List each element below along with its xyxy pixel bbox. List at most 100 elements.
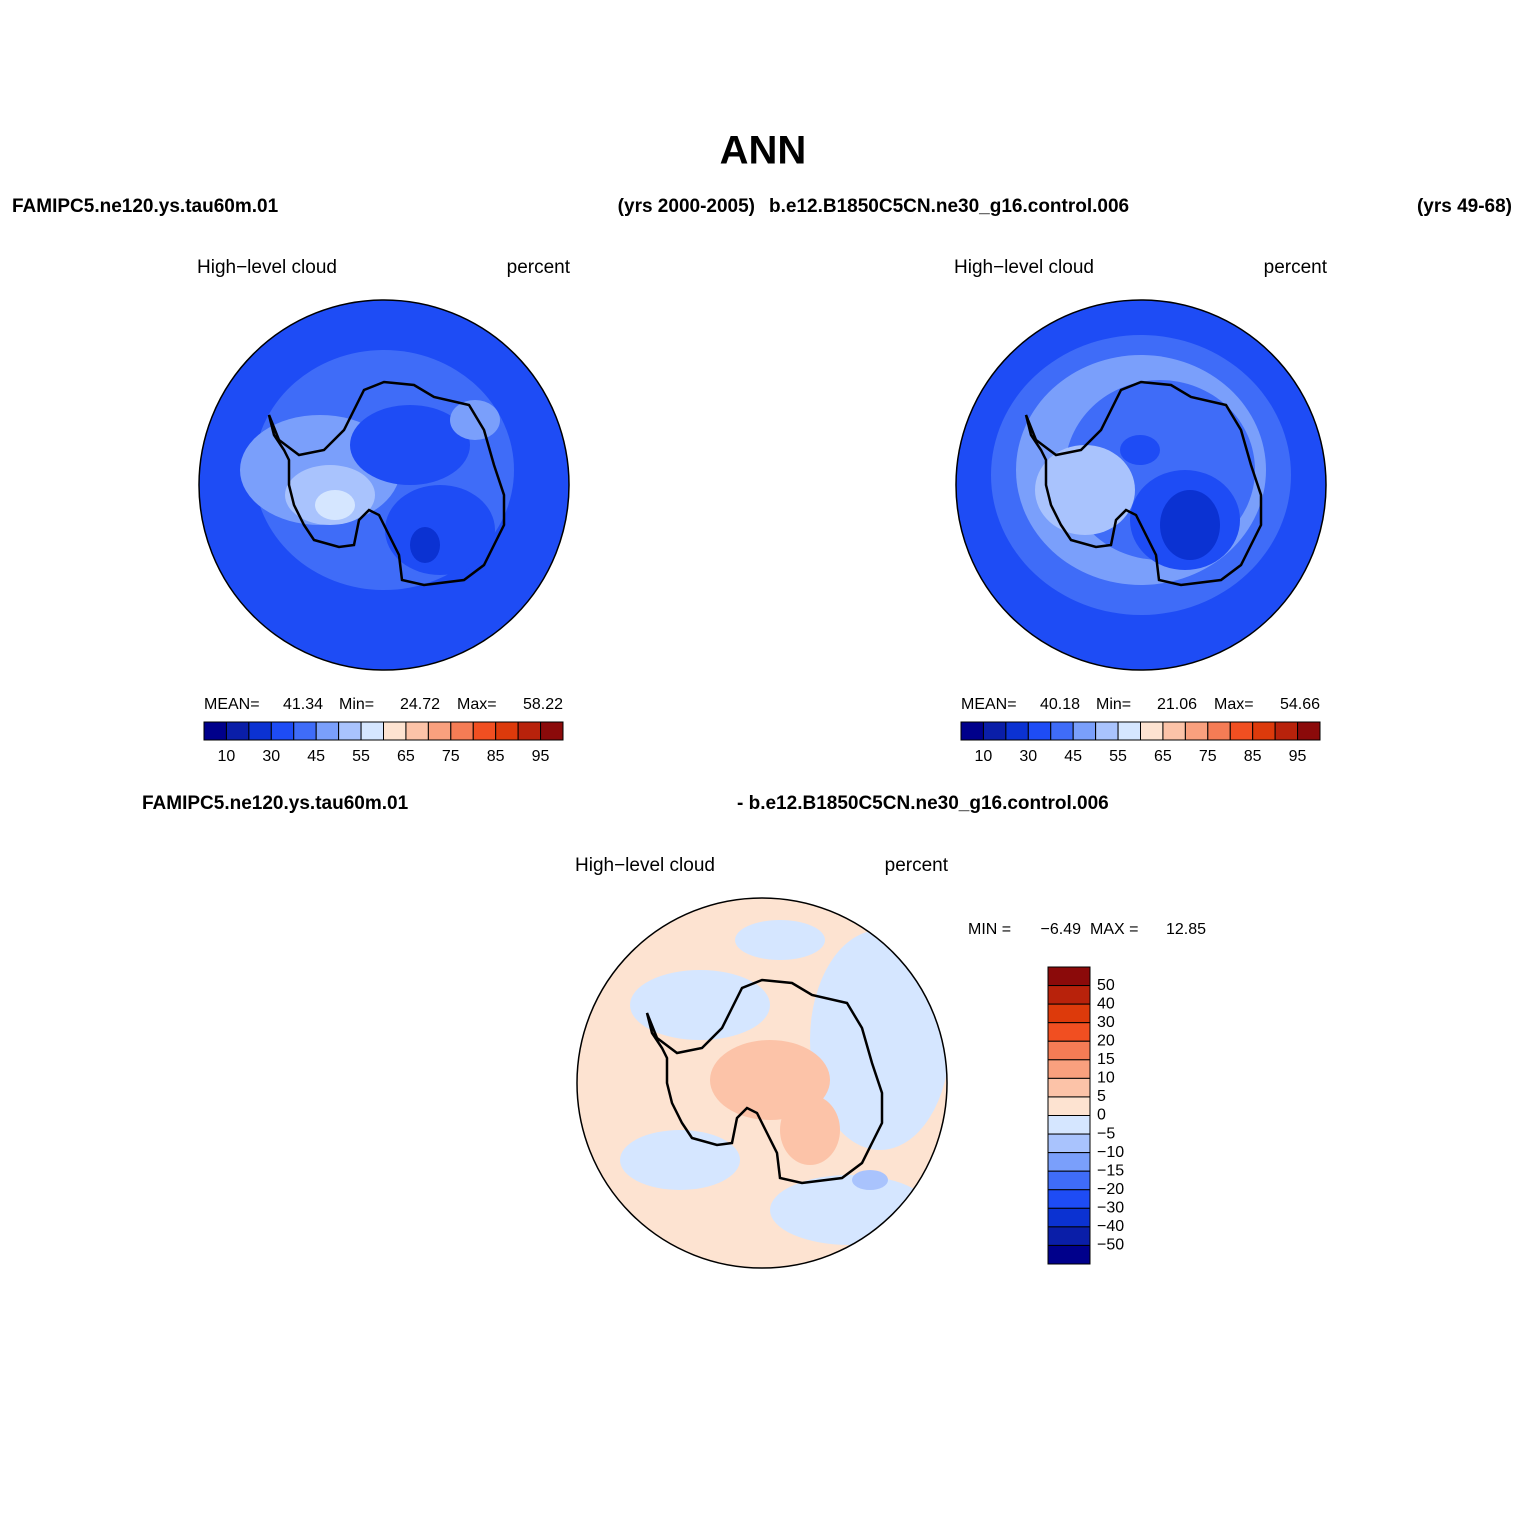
colorbar-label: 30	[1097, 1014, 1115, 1031]
colorbar-box	[540, 721, 564, 741]
colorbar-box	[1047, 1170, 1091, 1191]
colorbar-box	[1207, 721, 1231, 741]
min-label: MIN =	[968, 921, 1011, 938]
stat-label: Min=	[1096, 696, 1131, 713]
colorbar-label: 10	[218, 748, 236, 765]
colorbar-label: 95	[1289, 748, 1307, 765]
colorbar-label: 10	[975, 748, 993, 765]
colorbar-box	[1252, 721, 1276, 741]
colorbar-box	[360, 721, 384, 741]
colorbar-box	[450, 721, 474, 741]
colorbar-label: 45	[1064, 748, 1082, 765]
units-label: percent	[1264, 257, 1328, 278]
colorbar-box	[1027, 721, 1052, 741]
colorbar-box	[270, 721, 295, 741]
colorbar-box	[1072, 721, 1097, 741]
max-label: MAX =	[1090, 921, 1138, 938]
colorbar-box	[1047, 1152, 1091, 1172]
colorbar-box	[1047, 1115, 1091, 1135]
colorbar-box	[982, 721, 1007, 741]
map-border	[955, 299, 1327, 671]
diff-case-b: - b.e12.B1850C5CN.ne30_g16.control.006	[737, 793, 1109, 814]
colorbar-box	[1047, 1189, 1091, 1209]
stat-label: Max=	[1214, 696, 1254, 713]
colorbar-label: −5	[1097, 1125, 1115, 1142]
stat-value: 54.66	[1280, 696, 1320, 713]
colorbar-label: 75	[442, 748, 460, 765]
colorbar-label: 85	[487, 748, 505, 765]
colorbar-label: 65	[397, 748, 415, 765]
right-case: b.e12.B1850C5CN.ne30_g16.control.006	[769, 196, 1129, 217]
colorbar-label: −40	[1097, 1218, 1124, 1235]
colorbar-box	[338, 721, 362, 741]
colorbar-label: 45	[307, 748, 325, 765]
colorbar-box	[1274, 721, 1299, 741]
colorbar-box	[315, 721, 340, 741]
colorbar-box	[1095, 721, 1119, 741]
colorbar-box	[1047, 1133, 1091, 1154]
colorbar-box	[1047, 1077, 1091, 1098]
colorbar-box	[1047, 1003, 1091, 1024]
stat-value: 40.18	[1040, 696, 1080, 713]
stat-value: 24.72	[400, 696, 440, 713]
stat-value: 58.22	[523, 696, 563, 713]
units-label: percent	[507, 257, 571, 278]
colorbar-label: −30	[1097, 1200, 1124, 1217]
colorbar-label: 95	[532, 748, 550, 765]
colorbar-box	[1229, 721, 1254, 741]
colorbar-box	[203, 721, 227, 741]
variable-label: High−level cloud	[575, 855, 715, 876]
map-border	[198, 299, 570, 671]
colorbar-box	[517, 721, 542, 741]
colorbar-label: 5	[1097, 1088, 1106, 1105]
colorbar-box	[1047, 985, 1091, 1005]
colorbar-box	[495, 721, 519, 741]
variable-label: High−level cloud	[197, 257, 337, 278]
colorbar-box	[225, 721, 250, 741]
colorbar-box	[1050, 721, 1074, 741]
colorbar-label: −50	[1097, 1237, 1124, 1254]
colorbar-box	[1047, 966, 1091, 987]
colorbar-label: −20	[1097, 1181, 1124, 1198]
colorbar-box	[1140, 721, 1164, 741]
colorbar-box	[427, 721, 452, 741]
map	[956, 300, 1326, 670]
colorbar-label: 55	[352, 748, 370, 765]
colorbar-box	[1047, 1207, 1091, 1228]
map	[199, 300, 569, 670]
colorbar-label: 30	[1019, 748, 1037, 765]
stat-value: 41.34	[283, 696, 323, 713]
right-years: (yrs 49-68)	[1417, 196, 1512, 217]
colorbar-box	[1184, 721, 1209, 741]
min-value: −6.49	[1041, 921, 1082, 938]
figure-title: ANN	[720, 129, 807, 173]
max-value: 12.85	[1166, 921, 1206, 938]
colorbar-label: 85	[1244, 748, 1262, 765]
colorbar-box	[472, 721, 497, 741]
colorbar-box	[1162, 721, 1186, 741]
colorbar-label: −10	[1097, 1144, 1124, 1161]
variable-label: High−level cloud	[954, 257, 1094, 278]
colorbar-box	[1047, 1226, 1091, 1246]
colorbar-label: 30	[262, 748, 280, 765]
colorbar-label: −15	[1097, 1162, 1124, 1179]
colorbar-box	[1005, 721, 1029, 741]
diff-case-a: FAMIPC5.ne120.ys.tau60m.01	[142, 793, 409, 814]
colorbar-box	[1047, 1022, 1091, 1042]
colorbar-box	[293, 721, 317, 741]
colorbar-box	[1297, 721, 1321, 741]
colorbar-label: 55	[1109, 748, 1127, 765]
colorbar-box	[383, 721, 407, 741]
colorbar-label: 75	[1199, 748, 1217, 765]
colorbar-box	[1047, 1040, 1091, 1061]
colorbar-box	[248, 721, 272, 741]
stat-label: MEAN=	[961, 696, 1017, 713]
stat-label: MEAN=	[204, 696, 260, 713]
stat-label: Min=	[339, 696, 374, 713]
colorbar-label: 10	[1097, 1070, 1115, 1087]
colorbar-box	[405, 721, 429, 741]
colorbar-label: 20	[1097, 1032, 1115, 1049]
stat-value: 21.06	[1157, 696, 1197, 713]
left-years: (yrs 2000-2005)	[618, 196, 755, 217]
